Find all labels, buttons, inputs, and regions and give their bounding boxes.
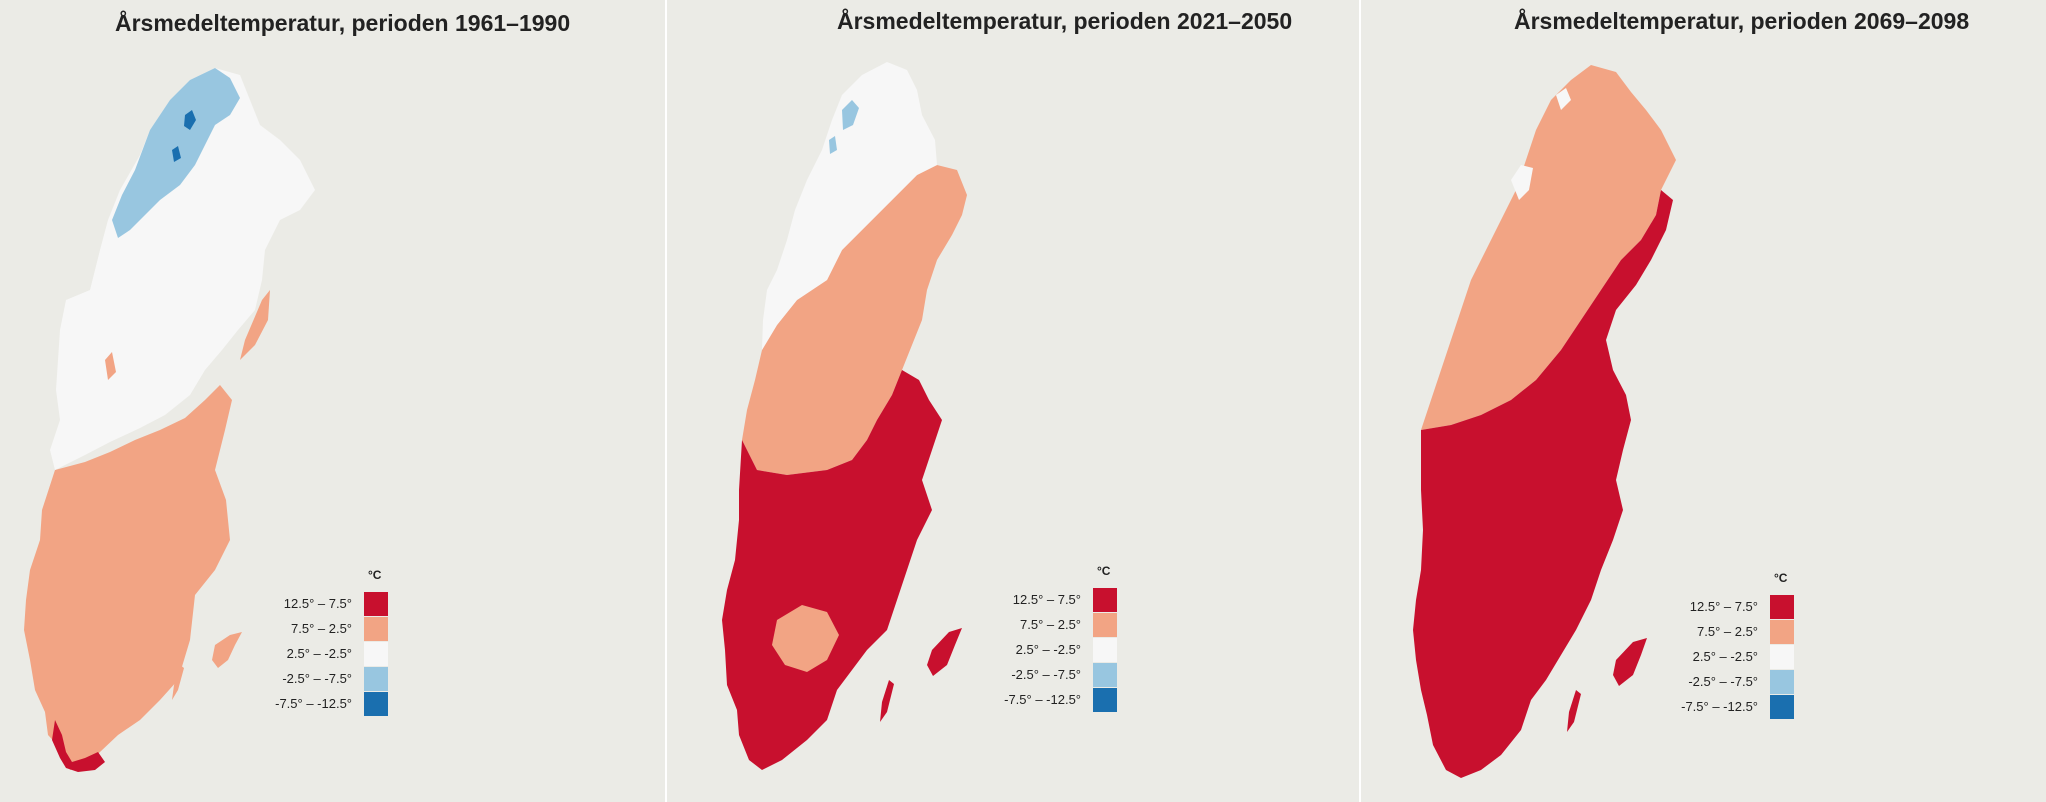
legend-swatch (1093, 688, 1117, 712)
map-zone-12.5-7.5 (1413, 190, 1673, 778)
legend-label: 7.5° – 2.5° (291, 621, 352, 636)
map-panel-2069-2098: Årsmedeltemperatur, perioden 2069–2098 °… (1361, 0, 2046, 802)
legend-item: -2.5° – -7.5° (1664, 670, 1794, 694)
map-panel-1961-1990: Årsmedeltemperatur, perioden 1961–1990 °… (0, 0, 665, 802)
map-zone-2.5--2.5 (1511, 88, 1571, 200)
legend-label: -7.5° – -12.5° (275, 696, 352, 711)
legend-unit: °C (1774, 571, 1788, 585)
legend-item: -2.5° – -7.5° (987, 663, 1117, 687)
sweden-temperature-map (24, 68, 315, 772)
legend-label: 12.5° – 7.5° (283, 596, 352, 611)
map-zone--7.5--12.5 (172, 110, 196, 162)
legend-label: 2.5° – -2.5° (286, 646, 352, 661)
legend-swatch (364, 617, 388, 641)
map-panel-2021-2050: Årsmedeltemperatur, perioden 2021–2050 °… (667, 0, 1359, 802)
panel-divider (665, 0, 667, 802)
legend-swatch (1770, 695, 1794, 719)
legend-swatch (364, 692, 388, 716)
map-island-gotland (1613, 638, 1647, 686)
map-zone-7.5-2.5 (1421, 65, 1676, 430)
legend-label: 7.5° – 2.5° (1697, 624, 1758, 639)
legend-label: -7.5° – -12.5° (1681, 699, 1758, 714)
panel-title: Årsmedeltemperatur, perioden 1961–1990 (115, 10, 571, 36)
map-zone-12.5-7.5 (722, 370, 942, 770)
legend-swatch (1093, 663, 1117, 687)
legend-item: 12.5° – 7.5° (1664, 595, 1794, 619)
legend-label: -2.5° – -7.5° (1688, 674, 1758, 689)
legend-swatch (1093, 588, 1117, 612)
legend-swatch (364, 642, 388, 666)
map-zone-12.5-7.5 (52, 720, 105, 772)
map-island-gotland (212, 632, 242, 668)
legend-label: -2.5° – -7.5° (282, 671, 352, 686)
legend-item: 7.5° – 2.5° (987, 613, 1117, 637)
sweden-temperature-map (1413, 65, 1676, 778)
legend-item: 2.5° – -2.5° (987, 638, 1117, 662)
map-zone-7.5-2.5 (742, 165, 967, 475)
legend-label: -7.5° – -12.5° (1004, 692, 1081, 707)
legend-label: 12.5° – 7.5° (1012, 592, 1081, 607)
map-island-oland (1567, 690, 1581, 732)
legend-item: 2.5° – -2.5° (1664, 645, 1794, 669)
legend-swatch (1770, 645, 1794, 669)
map-zone-2.5--2.5 (762, 62, 937, 350)
legend-label: 2.5° – -2.5° (1692, 649, 1758, 664)
legend-item: -7.5° – -12.5° (258, 692, 388, 716)
panel-title: Årsmedeltemperatur, perioden 2069–2098 (1514, 8, 1970, 34)
legend-item: -2.5° – -7.5° (258, 667, 388, 691)
legend-label: 7.5° – 2.5° (1020, 617, 1081, 632)
legend-swatch (1770, 670, 1794, 694)
legend-swatch (1093, 638, 1117, 662)
legend-item: 2.5° – -2.5° (258, 642, 388, 666)
map-inland-warm-patch (772, 605, 839, 672)
legend-item: 12.5° – 7.5° (258, 592, 388, 616)
map-zone-2.5--2.5 (50, 68, 315, 470)
legend-item: 12.5° – 7.5° (987, 588, 1117, 612)
legend-swatch (1093, 613, 1117, 637)
legend-swatch (364, 592, 388, 616)
legend-item: 7.5° – 2.5° (258, 617, 388, 641)
legend-item: -7.5° – -12.5° (987, 688, 1117, 712)
legend-item: -7.5° – -12.5° (1664, 695, 1794, 719)
legend-label: 12.5° – 7.5° (1689, 599, 1758, 614)
map-zone--2.5--7.5 (829, 100, 859, 154)
map-island-gotland (927, 628, 962, 676)
legend-label: -2.5° – -7.5° (1011, 667, 1081, 682)
panel-title: Årsmedeltemperatur, perioden 2021–2050 (837, 8, 1293, 34)
legend-swatch (364, 667, 388, 691)
map-island-oland (880, 680, 894, 722)
panel-divider (1359, 0, 1361, 802)
legend-label: 2.5° – -2.5° (1015, 642, 1081, 657)
map-zone-7.5-2.5 (24, 385, 232, 770)
legend-unit: °C (1097, 564, 1111, 578)
legend-unit: °C (368, 568, 382, 582)
sweden-temperature-map (722, 62, 967, 770)
legend-swatch (1770, 595, 1794, 619)
legend-swatch (1770, 620, 1794, 644)
legend-item: 7.5° – 2.5° (1664, 620, 1794, 644)
map-island-oland (172, 665, 184, 700)
